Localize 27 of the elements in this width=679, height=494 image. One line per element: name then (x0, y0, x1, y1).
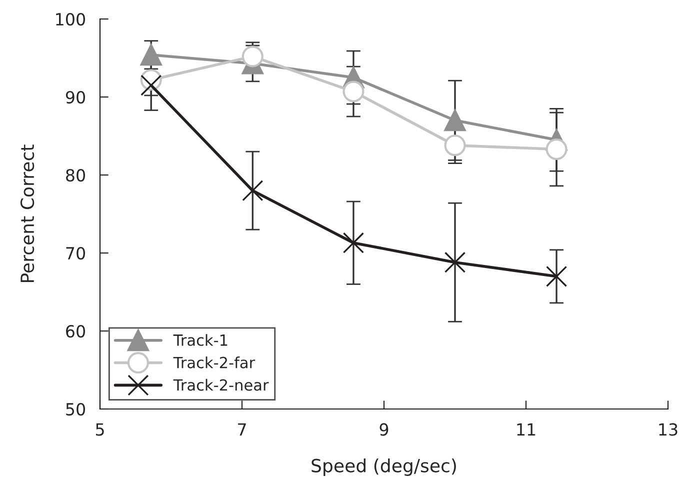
x-tick-label: 9 (380, 423, 388, 436)
point (140, 44, 162, 66)
x-tick-label: 13 (659, 423, 678, 436)
x-tick-label: 5 (96, 423, 104, 436)
y-tick-label: 60 (66, 324, 86, 338)
legend-label: Track-1 (173, 334, 228, 346)
point (444, 134, 466, 156)
legend-label: Track-2-near (173, 378, 269, 391)
point (140, 74, 162, 96)
point (342, 232, 364, 254)
point (242, 180, 264, 202)
y-axis-title: Percent Correct (20, 144, 34, 282)
point (546, 138, 568, 160)
point (242, 46, 264, 68)
x-tick-label: 7 (238, 423, 246, 436)
legend-label: Track-2-far (173, 356, 256, 368)
point (444, 252, 466, 273)
y-tick-label: 100 (56, 12, 86, 26)
x-tick-label: 11 (517, 423, 536, 436)
y-tick-label: 80 (66, 168, 86, 182)
y-tick-label: 50 (66, 402, 86, 416)
point (342, 80, 364, 102)
point (546, 266, 568, 287)
point (444, 110, 466, 132)
y-tick-label: 70 (66, 246, 86, 260)
x-axis-title: Speed (deg/sec) (312, 458, 456, 476)
y-tick-label: 90 (66, 90, 86, 104)
